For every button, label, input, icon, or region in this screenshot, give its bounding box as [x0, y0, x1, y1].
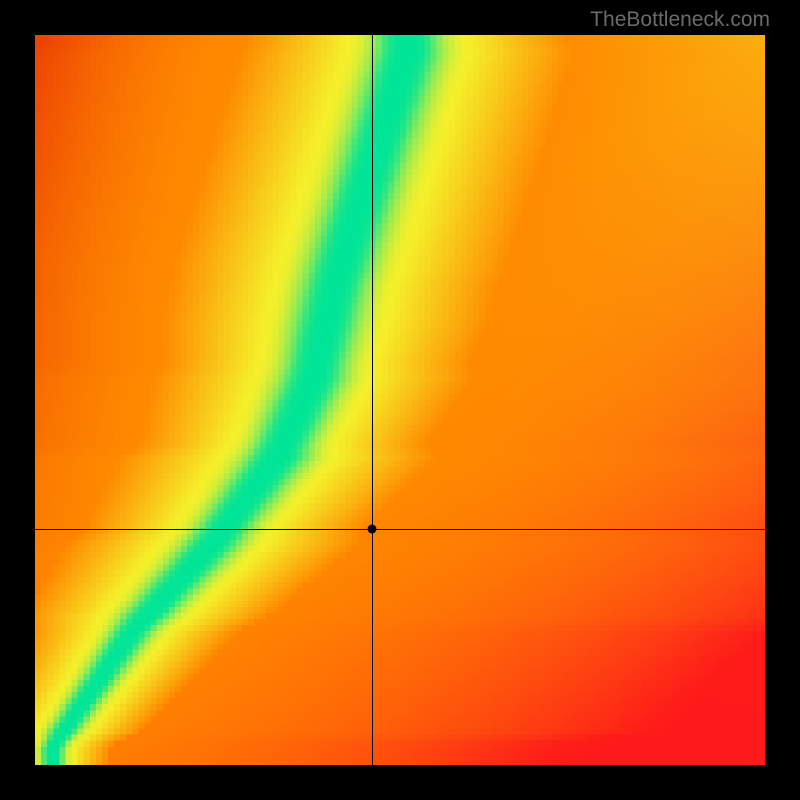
heatmap-canvas	[35, 35, 765, 765]
watermark-text: TheBottleneck.com	[590, 8, 770, 32]
marker-dot	[368, 525, 377, 534]
crosshair-horizontal	[35, 529, 765, 530]
crosshair-vertical	[372, 35, 373, 765]
plot-area	[35, 35, 765, 765]
